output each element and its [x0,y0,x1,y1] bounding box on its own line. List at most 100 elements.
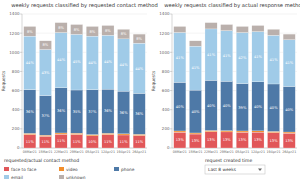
y-tick-label: 800 [12,69,20,74]
data-label: 8% [89,30,95,34]
data-label: 11% [26,140,35,144]
x-tick-label: 26Apr21 [132,150,146,154]
bar-segment [86,36,98,90]
bar-segment [133,43,145,93]
y-tick-label: 600 [162,88,170,93]
bar-segment [221,131,233,132]
filter: request created timeLast 8 weeks [205,158,265,174]
bar-segment [133,135,145,148]
bar-segment [267,84,279,131]
data-label: 41% [254,55,263,59]
x-tick-label: 08Mar21 [23,150,37,154]
bar-segment [174,131,186,132]
data-label: 41% [285,61,294,65]
bar-segment [189,46,201,90]
legend-swatch [59,167,64,171]
bar-segment [236,84,248,131]
y-tick [170,148,172,149]
bar-segment [189,133,201,134]
y-tick [170,71,172,72]
data-labels: 13%40%41%13%40%41%13%40%41%13%40%41%13%3… [176,53,294,143]
data-label: 40% [270,106,279,110]
data-label: 36% [104,109,113,113]
legend-swatch [114,167,119,171]
bar-segment [71,34,83,90]
bar-segment [236,132,248,148]
bar-segment [86,136,98,148]
bar-segment [174,82,186,131]
bar-segment [55,88,67,133]
x-tick-label: 29Mar21 [70,150,84,154]
data-label: 42% [238,56,247,60]
y-tick-label: 1400 [9,11,20,16]
bar-segment [174,132,186,148]
legend-label: unknown [66,175,86,180]
data-label: 11% [73,140,82,144]
y-axis-title: Requests [1,70,6,91]
bar-segment [133,134,145,135]
x-tick-label: 12Apr21 [251,150,265,154]
data-label: 8% [43,43,49,47]
legend-swatch [4,167,9,171]
filter-box[interactable] [205,165,265,174]
bar-segment [236,131,248,132]
data-label: 13% [223,138,232,142]
data-label: 41% [223,54,232,58]
data-label: 11% [104,140,113,144]
y-tick-label: 1200 [159,31,170,36]
chart: weekly requests classified by requested … [1,2,158,154]
data-label: 11% [41,140,50,144]
data-label: 45% [73,60,82,64]
y-tick [20,90,22,91]
chart-title: weekly requests classified by actual res… [164,2,300,9]
y-tick [20,52,22,53]
bar-segment [205,80,217,130]
data-label: 8% [58,26,64,30]
y-tick [170,128,172,129]
data-label: 44% [120,63,129,67]
x-tick-label: 15Mar21 [188,150,202,154]
bar-segment [24,36,36,90]
data-label: 36% [120,111,129,115]
data-label: 37% [88,110,97,114]
data-label: 36% [57,109,66,113]
bar-segment [24,133,36,134]
bar-segment [267,35,279,84]
data-label: 36% [135,112,144,116]
data-label: 44% [135,67,144,71]
bar-segment [236,33,248,84]
bar-segment [117,29,129,39]
data-label: 13% [191,139,200,143]
y-tick [170,52,172,53]
data-label: 44% [26,61,35,65]
y-tick-label: 1200 [9,31,20,36]
y-tick-label: 0 [167,145,170,150]
bar-segment [189,90,201,133]
data-label: 11% [135,140,144,144]
bar-segment [252,25,264,31]
bar-segment [86,26,98,36]
bar-segment [86,135,98,136]
bar-segment [283,133,295,148]
bar-segment [39,135,51,136]
chart-title: weekly requests classified by requested … [11,2,158,9]
bar-segment [189,41,201,46]
y-tick-label: 1000 [159,50,170,55]
bars [174,23,296,148]
legend-label: face to face [11,167,37,172]
chart: weekly requests classified by actual res… [151,2,300,154]
data-labels: 11%36%44%8%11%37%43%8%11%36%44%8%11%35%4… [26,26,144,145]
page: weekly requests classified by requested … [0,0,300,186]
filter-label: request created time [205,158,253,163]
bar-segment [117,134,129,135]
y-tick [170,90,172,91]
bar-segment [205,29,217,80]
bar-segment [39,50,51,96]
y-tick-label: 400 [162,107,170,112]
bar-segment [252,132,264,148]
bar-segment [221,31,233,82]
data-label: 40% [207,104,216,108]
bar-segment [86,90,98,135]
bar-segment [252,131,264,132]
data-label: 44% [57,58,66,62]
